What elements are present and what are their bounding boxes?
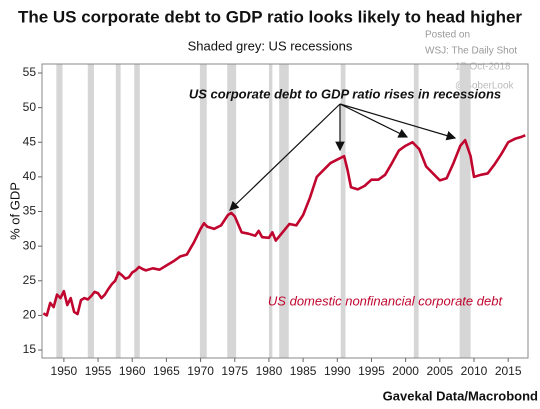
x-tick-label: 1960 (119, 364, 146, 378)
x-tick-label: 1995 (358, 364, 385, 378)
recession-band (340, 64, 346, 358)
y-tick-label: 20 (23, 308, 37, 322)
x-tick-label: 1975 (221, 364, 248, 378)
x-tick-label: 1985 (290, 364, 317, 378)
y-tick-label: 25 (23, 273, 37, 287)
recession-band (199, 64, 207, 358)
y-tick-label: 55 (23, 65, 37, 79)
series-line (42, 134, 526, 317)
recession-band (87, 64, 94, 358)
annotation-arrow (229, 103, 341, 211)
recession-band (279, 64, 289, 358)
y-tick-label: 30 (23, 238, 37, 252)
x-tick-label: 2015 (495, 364, 522, 378)
y-tick-label: 50 (23, 100, 37, 114)
chart-title: The US corporate debt to GDP ratio looks… (18, 7, 522, 26)
chart-subtitle: Shaded grey: US recessions (188, 38, 353, 53)
recession-band (459, 64, 471, 358)
x-tick-label: 2010 (461, 364, 488, 378)
y-tick-label: 35 (23, 204, 37, 218)
x-tick-label: 1965 (153, 364, 180, 378)
annotation-arrow (339, 103, 457, 141)
recession-band (134, 64, 140, 358)
recession-band (227, 64, 237, 358)
y-axis-label: % of GDP (7, 182, 22, 240)
plot-frame (41, 63, 529, 359)
annotation: US corporate debt to GDP ratio rises in … (189, 86, 501, 101)
watermark: WSJ: The Daily Shot (425, 46, 517, 57)
x-tick-label: 1990 (324, 364, 351, 378)
recession-band (413, 64, 419, 358)
x-tick-label: 1980 (256, 364, 283, 378)
source: Gavekal Data/Macrobond (383, 388, 538, 403)
y-tick-label: 15 (23, 342, 37, 356)
recession-band (56, 64, 63, 358)
watermark: @SoberLook (455, 81, 515, 92)
y-tick-label: 45 (23, 134, 37, 148)
x-tick-label: 1970 (187, 364, 214, 378)
watermark: 17-Oct-2018 (455, 62, 511, 73)
watermark: Posted on (425, 30, 470, 41)
x-tick-label: 2005 (426, 364, 453, 378)
x-tick-label: 2000 (392, 364, 419, 378)
annotation-arrow (339, 103, 409, 138)
x-tick-label: 1950 (51, 364, 78, 378)
recession-band (115, 64, 121, 358)
legend-label: US domestic nonfinancial corporate debt (268, 293, 504, 308)
y-tick-label: 40 (23, 169, 37, 183)
x-tick-label: 1955 (85, 364, 112, 378)
recession-band (268, 64, 273, 358)
